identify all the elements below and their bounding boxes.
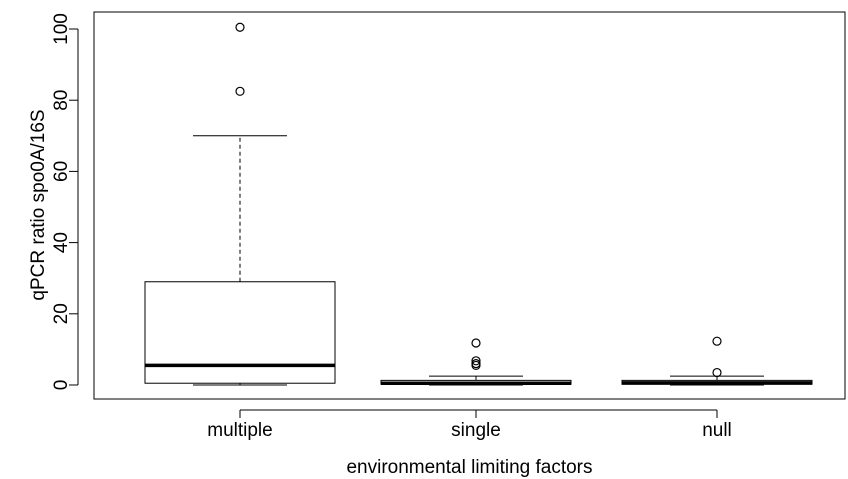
x-tick-label: single: [451, 420, 501, 441]
y-tick-label: 40: [51, 232, 72, 253]
y-tick-label: 0: [51, 380, 72, 391]
x-axis-label: environmental limiting factors: [346, 457, 592, 478]
outlier-point: [471, 356, 481, 366]
outlier-point: [712, 336, 722, 346]
boxes: [144, 22, 813, 386]
box-multiple: [144, 22, 336, 386]
outlier-point: [235, 22, 245, 32]
box-null: [621, 336, 813, 386]
y-tick-label: 80: [51, 90, 72, 111]
outlier-point: [471, 359, 481, 369]
outlier-point: [712, 367, 722, 378]
y-tick-label: 100: [51, 13, 72, 45]
y-axis-label: qPCR ratio spo0A/16S: [28, 109, 49, 300]
y-tick-label: 60: [51, 161, 72, 182]
x-tick-label: null: [702, 420, 732, 441]
iqr-box: [144, 281, 336, 384]
y-axis: 0 20 40 60 80 100: [51, 13, 79, 391]
plot-frame: [93, 11, 846, 400]
outlier-point: [235, 86, 245, 96]
x-axis: multiple single null: [207, 409, 732, 441]
outlier-point: [471, 338, 481, 348]
x-tick-label: multiple: [207, 420, 272, 441]
box-single: [380, 338, 572, 386]
y-tick-label: 20: [51, 303, 72, 324]
